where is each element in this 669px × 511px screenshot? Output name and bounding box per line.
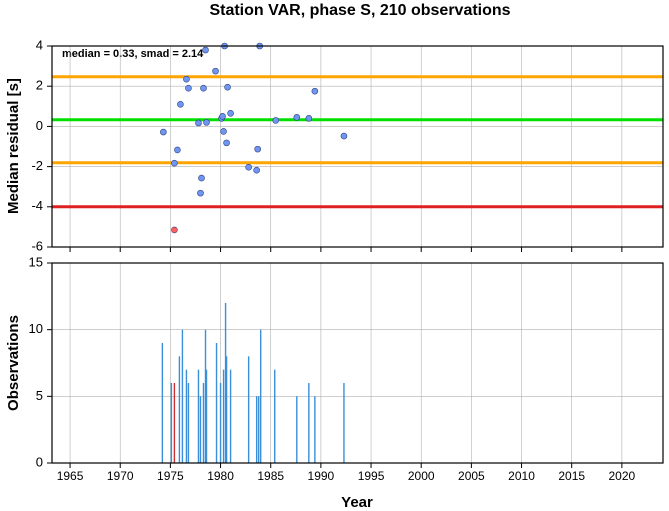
x-tick-label: 1995 [358,469,385,483]
point [160,128,167,136]
bar [178,356,181,463]
point [227,110,234,117]
y-tick-label: -2 [31,158,43,173]
y-tick-label: -6 [31,238,43,253]
y-tick-label: 10 [29,321,43,336]
bar [173,383,176,463]
point [212,67,219,75]
annotation: median = 0.33, smad = 2.14 [62,48,204,60]
bar [229,369,232,463]
x-tick-label: 1975 [157,469,184,483]
bar [222,369,225,463]
point [311,87,319,95]
x-tick-label: 1980 [207,469,234,483]
point [219,113,226,120]
plot-frame [51,45,664,248]
x-tick-label: 2015 [558,469,585,483]
bar [219,383,222,463]
bar [170,383,173,463]
point [195,119,202,127]
bar [257,396,260,463]
y-tick-label: 0 [36,454,43,469]
bar [314,396,316,463]
point [224,83,231,91]
point [185,84,192,92]
x-tick-label: 2010 [508,469,535,483]
point [202,46,209,54]
x-tick-label: 1985 [257,469,284,483]
y-tick-label: 15 [29,254,43,269]
y-tick-label: 4 [36,37,43,52]
bar [308,383,310,463]
plot-frame [51,262,664,464]
point [171,226,178,234]
x-tick-label: 2000 [408,469,435,483]
point [223,139,230,147]
point [340,132,348,140]
point [183,75,190,83]
point [293,114,301,121]
point [253,166,260,174]
y-axis-label: Median residual [s] [5,78,22,214]
point [198,174,205,182]
y-tick-label: -4 [31,198,43,213]
bar [247,356,250,463]
x-tick-label: 1990 [308,469,335,483]
point [305,115,313,122]
bar [224,303,227,463]
y-tick-label: 5 [36,388,43,403]
bar [185,369,188,463]
bar [274,369,276,463]
bar [296,396,298,463]
point [174,146,181,154]
point [171,159,178,167]
bar [181,329,184,463]
chart-title: Station VAR, phase S, 210 observations [209,2,510,19]
bar [204,329,207,463]
bar [343,383,345,463]
x-axis-label: Year [341,494,373,511]
bar [205,369,208,463]
y-tick-label: 2 [36,78,43,93]
x-tick-label: 1965 [57,469,84,483]
bar [161,343,164,463]
bar [202,383,205,463]
x-tick-label: 2005 [458,469,485,483]
point [272,117,280,124]
point [197,189,204,197]
point [254,145,261,153]
point [200,84,207,92]
y-axis-label: Observations [5,315,22,411]
bar [199,396,202,463]
point [245,163,252,171]
point [220,128,227,135]
bar [259,329,262,463]
bar [215,343,218,463]
x-tick-label: 1970 [107,469,134,483]
point [177,100,184,108]
y-tick-label: 0 [36,118,43,133]
bar [255,396,258,463]
x-tick-label: 2020 [609,469,636,483]
bar [187,383,190,463]
bar [197,369,200,463]
bar [225,356,228,463]
point [203,119,210,126]
